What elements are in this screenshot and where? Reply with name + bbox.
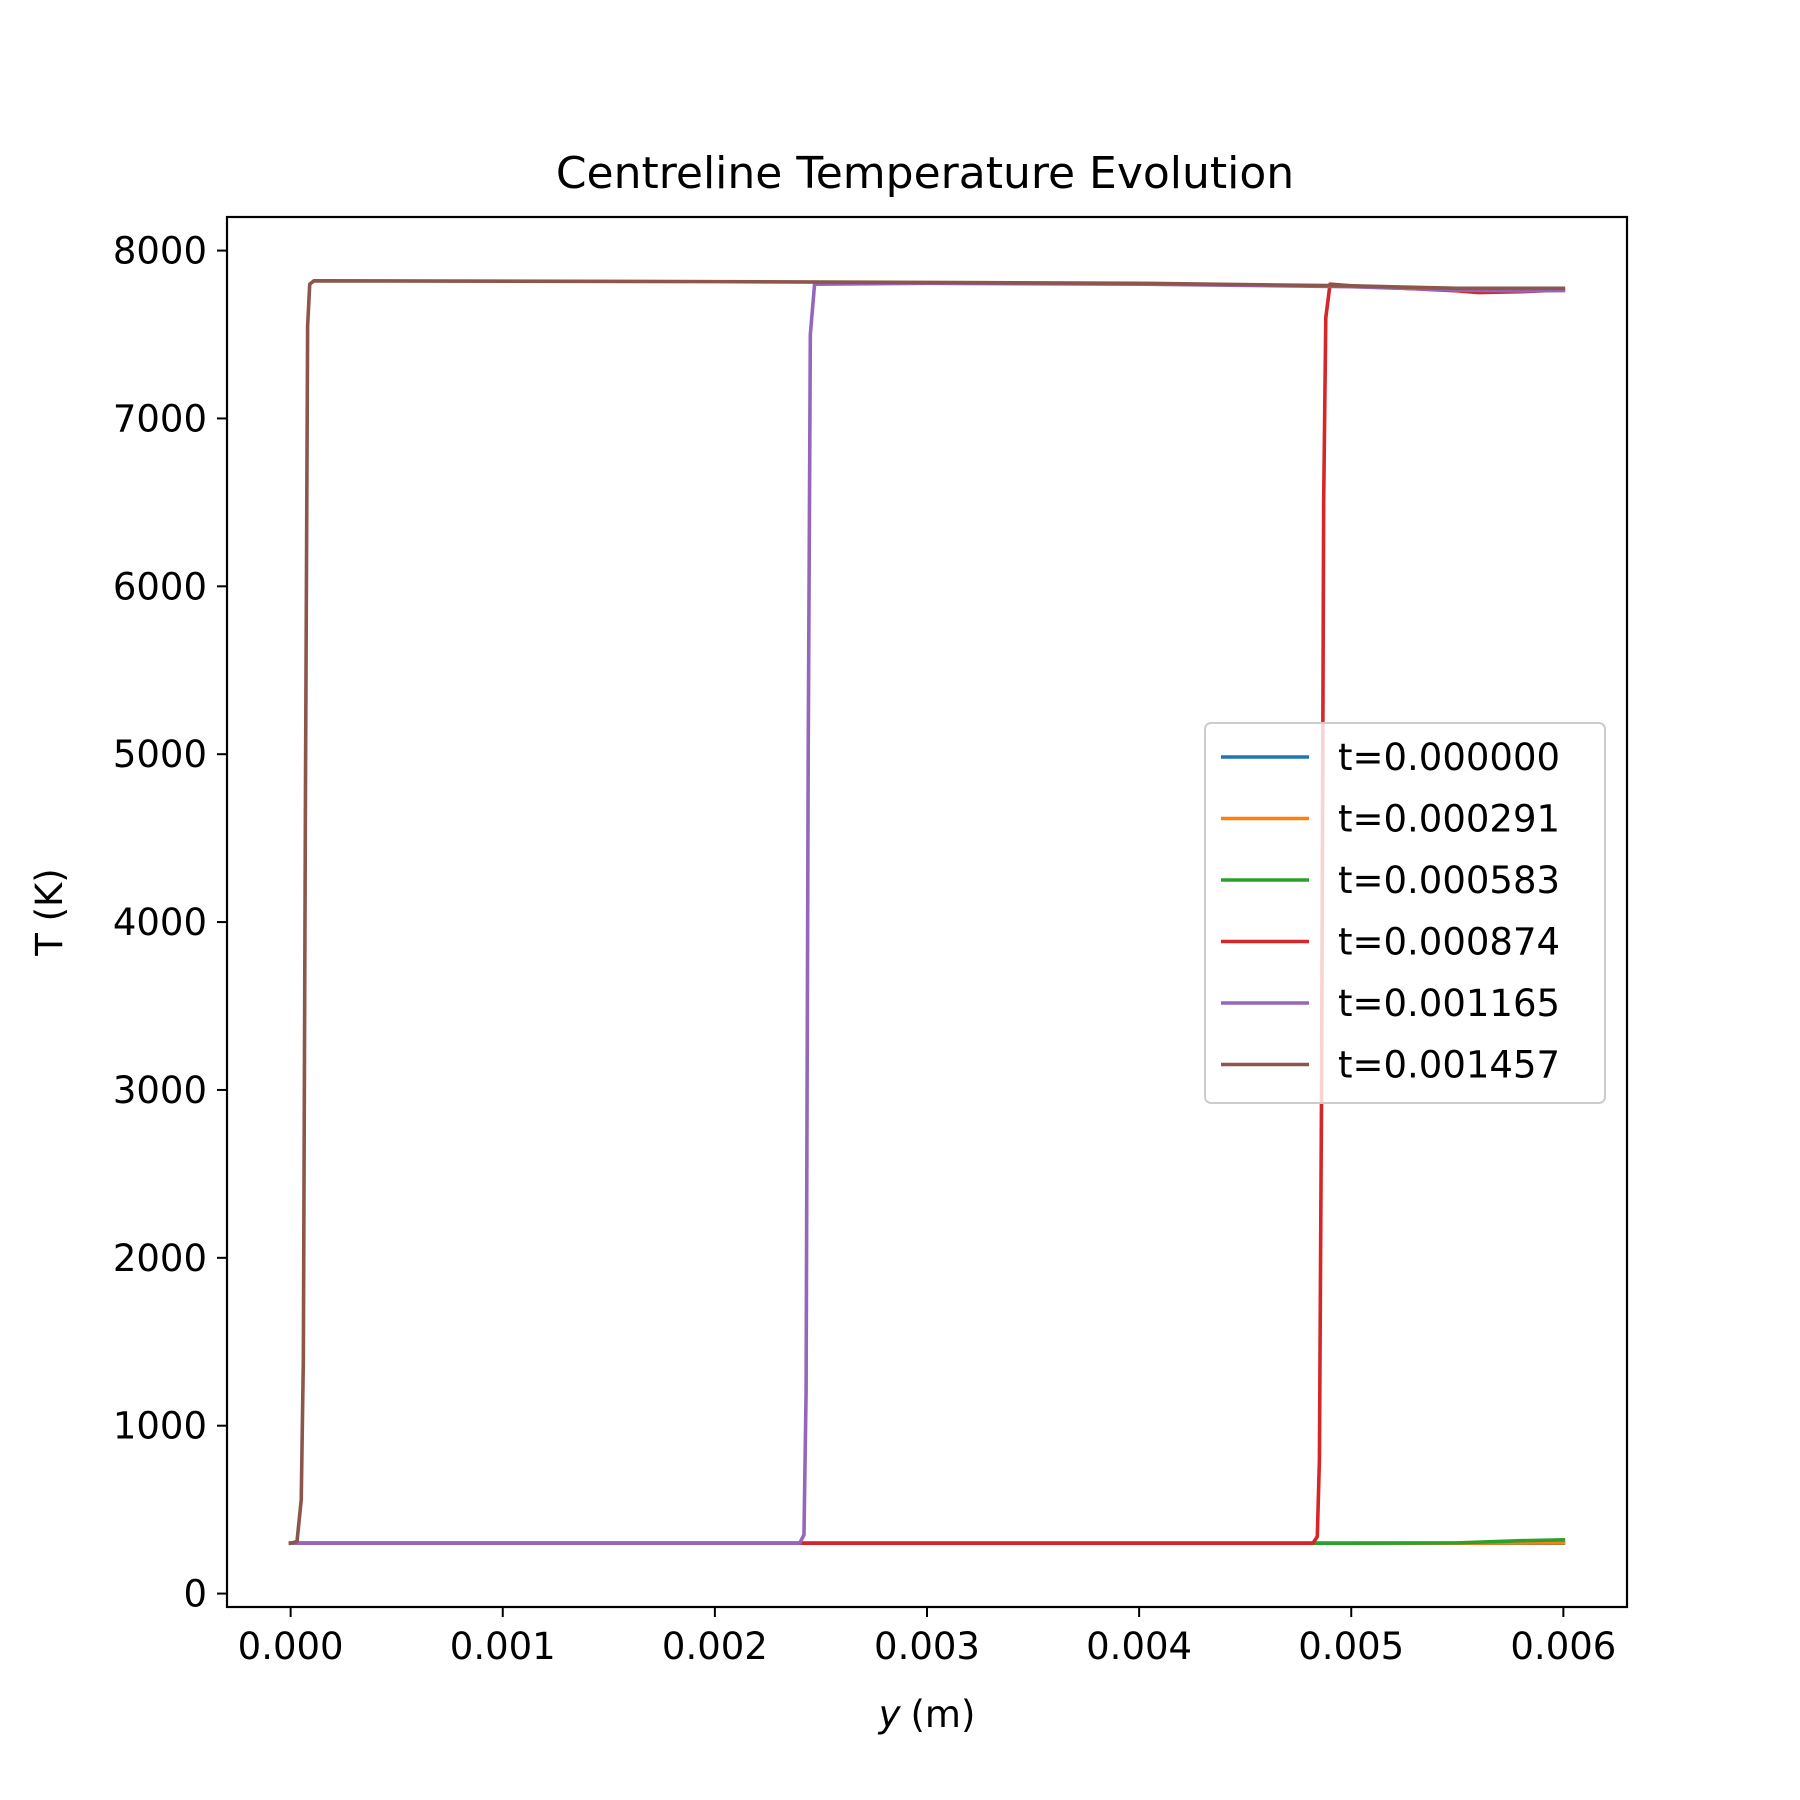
series-group <box>288 278 1566 1546</box>
x-tick-label: 0.001 <box>450 1625 556 1668</box>
x-axis-unit: (m) <box>910 1693 975 1736</box>
legend-entry: t=0.000291 <box>1338 798 1560 841</box>
y-tick-label: 3000 <box>113 1069 207 1112</box>
x-tick-label: 0.004 <box>1086 1625 1192 1668</box>
y-tick-label: 8000 <box>113 230 207 273</box>
legend-entry: t=0.001165 <box>1338 982 1560 1025</box>
y-tick-label: 5000 <box>113 733 207 776</box>
legend: t=0.000000 t=0.000291 t=0.000583 t=0.000874… <box>1204 722 1606 1104</box>
y-tick-label: 2000 <box>113 1237 207 1280</box>
chart-title: Centreline Temperature Evolution <box>556 148 1294 199</box>
legend-entry: t=0.000874 <box>1338 921 1560 964</box>
series-line-4 <box>288 282 1566 1546</box>
y-tick-label: 0 <box>183 1573 207 1616</box>
y-tick-label: 1000 <box>113 1405 207 1448</box>
y-axis-label: T (K) <box>28 868 71 957</box>
x-tick-label: 0.006 <box>1510 1625 1616 1668</box>
x-axis-variable: y <box>878 1693 902 1736</box>
x-tick-label: 0.000 <box>238 1625 344 1668</box>
x-axis: 0.000 0.001 0.002 0.003 0.004 0.005 0.006 <box>238 1607 1616 1668</box>
y-axis: 0 1000 2000 3000 4000 5000 6000 7000 8000 <box>113 230 227 1616</box>
legend-entry: t=0.000000 <box>1338 736 1560 779</box>
legend-entry: t=0.000583 <box>1338 859 1560 902</box>
x-tick-label: 0.002 <box>662 1625 768 1668</box>
y-tick-label: 4000 <box>113 901 207 944</box>
x-axis-label: y (m) <box>878 1693 976 1736</box>
x-tick-label: 0.005 <box>1298 1625 1404 1668</box>
y-tick-label: 7000 <box>113 397 207 440</box>
legend-entry: t=0.001457 <box>1338 1044 1560 1087</box>
x-tick-label: 0.003 <box>874 1625 980 1668</box>
y-tick-label: 6000 <box>113 565 207 608</box>
series-line-6 <box>288 278 1566 1546</box>
